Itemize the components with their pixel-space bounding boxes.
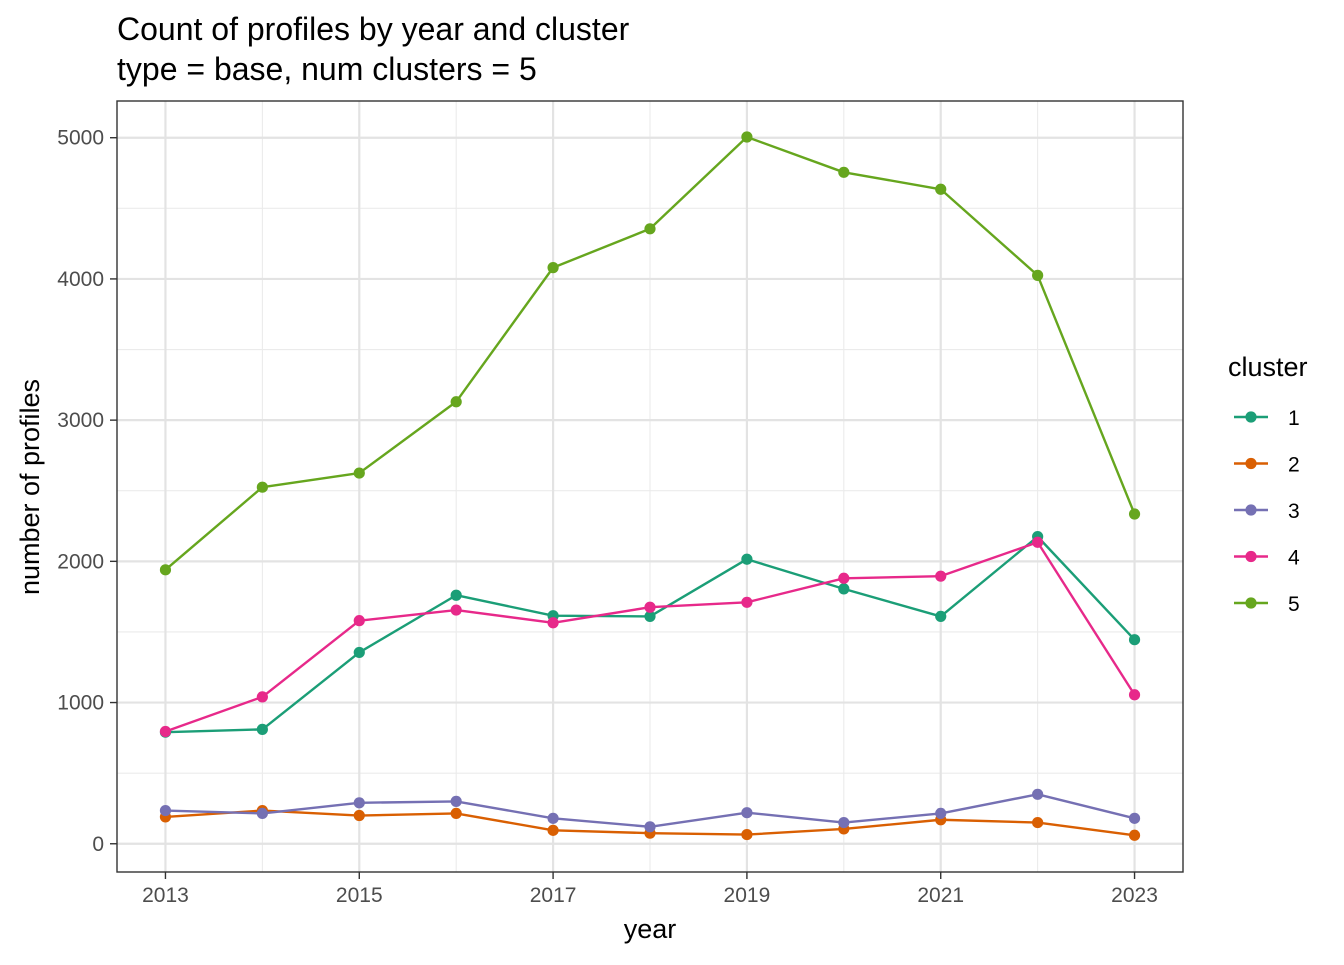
series-5 (159, 131, 1141, 576)
data-point-4 (741, 596, 753, 608)
series-2 (159, 804, 1141, 841)
x-tick-label: 2015 (336, 884, 383, 907)
data-point-1 (450, 589, 462, 601)
data-point-3 (1032, 788, 1044, 800)
data-point-5 (1032, 269, 1044, 281)
y-tick-label: 1000 (57, 692, 104, 715)
data-point-5 (450, 396, 462, 408)
legend-key-point (1245, 411, 1257, 423)
data-point-2 (353, 809, 365, 822)
data-point-1 (256, 723, 268, 735)
data-point-2 (741, 828, 753, 841)
data-point-3 (256, 807, 268, 819)
legend-item-1: 1 (1234, 407, 1300, 430)
x-tick-label: 2019 (724, 884, 771, 907)
y-tick-label: 2000 (57, 550, 104, 573)
data-point-4 (450, 604, 462, 616)
minor-gridlines (117, 101, 1183, 872)
legend-label: 2 (1288, 454, 1300, 477)
legend-title: cluster (1228, 352, 1308, 382)
data-point-5 (547, 262, 559, 274)
legend-item-5: 5 (1234, 593, 1300, 616)
legend-item-2: 2 (1234, 454, 1300, 477)
data-point-5 (741, 131, 753, 143)
series-3 (159, 788, 1141, 833)
data-point-3 (1128, 812, 1141, 824)
series-4 (159, 536, 1141, 738)
data-point-3 (353, 797, 365, 809)
data-point-3 (159, 804, 172, 817)
data-point-2 (1128, 829, 1141, 841)
x-axis: 2013 2015 2017 2019 2021 2023 (142, 872, 1158, 907)
data-point-3 (935, 807, 947, 819)
data-point-5 (159, 564, 172, 576)
y-tick-label: 3000 (57, 409, 104, 432)
data-point-5 (935, 183, 947, 195)
data-point-3 (741, 807, 753, 819)
data-point-3 (547, 812, 559, 824)
x-tick-label: 2017 (530, 884, 577, 907)
data-point-3 (644, 821, 656, 833)
chart-title: Count of profiles by year and cluster (117, 11, 630, 47)
legend: cluster 1 2 3 4 5 (1228, 352, 1308, 616)
data-point-1 (353, 646, 365, 659)
series-layer (159, 131, 1141, 841)
legend-key-point (1245, 504, 1257, 516)
y-axis-label: number of profiles (15, 379, 45, 595)
y-tick-label: 0 (92, 833, 104, 856)
data-point-1 (1128, 634, 1141, 646)
data-point-1 (935, 610, 947, 623)
legend-key-point (1245, 457, 1257, 470)
data-point-1 (838, 583, 850, 595)
data-point-3 (450, 795, 462, 807)
y-tick-label: 4000 (57, 268, 104, 291)
legend-key-point (1245, 550, 1257, 563)
data-point-5 (1128, 508, 1141, 520)
y-tick-label: 5000 (57, 127, 104, 150)
data-point-4 (644, 601, 656, 613)
legend-key-point (1245, 597, 1257, 609)
legend-item-4: 4 (1234, 547, 1300, 570)
data-point-1 (741, 553, 753, 565)
x-axis-label: year (624, 914, 677, 944)
plot-border (116, 100, 1184, 873)
y-axis: 0 1000 2000 3000 4000 5000 (57, 127, 117, 856)
legend-label: 1 (1288, 407, 1300, 430)
data-point-4 (547, 617, 559, 629)
legend-label: 4 (1288, 547, 1300, 570)
data-point-4 (1032, 536, 1044, 548)
x-tick-label: 2023 (1111, 884, 1158, 907)
data-point-5 (353, 467, 365, 479)
data-point-4 (353, 615, 365, 627)
legend-item-3: 3 (1234, 500, 1300, 523)
data-point-4 (935, 570, 947, 582)
legend-label: 5 (1288, 593, 1300, 616)
data-point-5 (256, 481, 268, 493)
data-point-4 (256, 691, 268, 703)
data-point-5 (644, 223, 656, 235)
data-point-2 (450, 807, 462, 819)
x-tick-label: 2021 (917, 884, 964, 907)
x-tick-label: 2013 (142, 884, 189, 907)
chart-subtitle: type = base, num clusters = 5 (117, 51, 537, 87)
data-point-2 (1032, 816, 1044, 829)
data-point-3 (838, 816, 850, 829)
data-point-4 (159, 725, 172, 738)
data-point-4 (1128, 689, 1141, 701)
data-point-1 (644, 610, 656, 623)
legend-label: 3 (1288, 500, 1300, 523)
data-point-4 (838, 572, 850, 584)
data-point-2 (547, 824, 559, 836)
data-point-5 (838, 166, 850, 178)
